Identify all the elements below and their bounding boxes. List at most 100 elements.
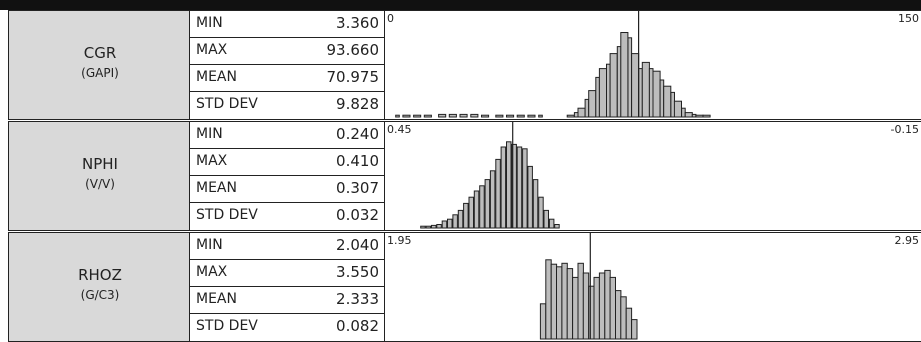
histogram-bar	[447, 218, 453, 229]
stat-label: MIN	[196, 126, 223, 142]
stat-max: MAX 93.660	[190, 38, 385, 65]
histogram-cell: 0 150	[385, 10, 921, 120]
histogram-bar	[484, 179, 491, 229]
stats-cell: MIN 0.240 MAX 0.410 MEAN 0.307 STD DEV 0…	[190, 121, 385, 231]
histogram-bar	[593, 276, 600, 340]
histogram-bar	[438, 113, 447, 118]
histogram-cell: 0.45 -0.15	[385, 121, 921, 231]
histogram-bar	[402, 114, 411, 118]
histogram-bar	[659, 79, 665, 118]
stat-value: 0.307	[336, 179, 379, 197]
histogram-bar	[663, 85, 672, 118]
scale-max-label: 2.95	[894, 234, 920, 247]
stat-label: STD DEV	[196, 96, 258, 112]
histogram-bar	[577, 107, 586, 118]
histogram-bar	[572, 276, 579, 340]
histogram-bar	[595, 76, 600, 118]
histogram-bar	[516, 114, 525, 118]
histogram-bar	[641, 61, 650, 118]
stat-label: MIN	[196, 15, 223, 31]
stat-value: 0.082	[336, 317, 379, 335]
stat-label: MAX	[196, 42, 228, 58]
histogram-bar	[457, 209, 464, 229]
histogram-bar	[431, 224, 437, 229]
histogram-bar	[620, 32, 629, 118]
histogram-bar	[588, 90, 597, 118]
stat-value: 0.032	[336, 206, 379, 224]
histogram-bar	[609, 53, 618, 118]
curve-name-cell: NPHI (V/V)	[8, 121, 190, 231]
curve-name: RHOZ	[78, 266, 122, 284]
stat-value: 2.040	[336, 236, 379, 254]
histogram-bar	[561, 262, 568, 340]
stats-cell: MIN 3.360 MAX 93.660 MEAN 70.975 STD DEV…	[190, 10, 385, 120]
histogram-cell: 1.95 2.95	[385, 232, 921, 342]
histogram-bar	[441, 220, 448, 229]
histogram-bar	[550, 263, 558, 340]
histogram-bar	[631, 319, 638, 340]
stat-min: MIN 3.360	[190, 11, 385, 38]
stat-label: MEAN	[196, 291, 237, 307]
histogram-bar	[452, 214, 458, 229]
histogram-bar	[500, 146, 507, 229]
histogram-plot	[539, 233, 638, 340]
scale-min-label: 1.95	[387, 234, 412, 247]
histogram-bar	[516, 146, 523, 229]
histogram-bar	[606, 63, 611, 118]
stat-max: MAX 3.550	[190, 260, 385, 287]
stat-mean: MEAN 0.307	[190, 176, 385, 203]
stat-mean: MEAN 2.333	[190, 287, 385, 314]
stat-label: STD DEV	[196, 318, 258, 334]
stat-max: MAX 0.410	[190, 149, 385, 176]
curve-unit: (GAPI)	[81, 66, 119, 80]
histogram-bar	[691, 113, 697, 118]
histogram-bar	[673, 100, 682, 118]
histogram-bar	[538, 114, 543, 118]
histogram-bar	[702, 114, 711, 118]
stat-value: 2.333	[336, 290, 379, 308]
histogram-bar	[577, 262, 584, 340]
stat-label: MAX	[196, 153, 228, 169]
histogram-bar	[511, 143, 517, 229]
histogram-plot	[395, 11, 711, 118]
stat-std-dev: STD DEV 0.082	[190, 314, 385, 341]
histogram-plot	[420, 122, 560, 229]
histogram-bar	[479, 185, 485, 229]
scale-min-label: 0	[387, 12, 394, 25]
stat-label: MEAN	[196, 69, 237, 85]
histogram-bar	[522, 148, 528, 229]
stat-min: MIN 2.040	[190, 233, 385, 260]
stat-value: 70.975	[326, 68, 380, 86]
histogram-bar	[566, 268, 574, 340]
histogram-bar	[420, 225, 426, 229]
stat-label: STD DEV	[196, 207, 258, 223]
histogram-bar	[625, 307, 633, 340]
histogram-bar	[463, 202, 469, 229]
stat-value: 0.240	[336, 125, 379, 143]
histogram-bar	[604, 269, 611, 340]
curve-unit: (G/C3)	[80, 288, 120, 302]
histogram-bar	[468, 196, 474, 229]
stat-value: 3.550	[336, 263, 379, 281]
curve-name-cell: CGR (GAPI)	[8, 10, 190, 120]
histogram-bar	[495, 114, 504, 118]
histogram-bar	[481, 114, 490, 118]
curve-row-rhoz: RHOZ (G/C3) MIN 2.040 MAX 3.550 MEAN 2.3…	[8, 232, 921, 342]
curve-name-cell: RHOZ (G/C3)	[8, 232, 190, 342]
curve-row-cgr: CGR (GAPI) MIN 3.360 MAX 93.660 MEAN 70.…	[8, 10, 921, 120]
histogram-bar	[425, 225, 432, 229]
histogram-bar	[609, 276, 617, 340]
stat-label: MEAN	[196, 180, 237, 196]
histogram-bar	[506, 114, 515, 118]
histogram-bar	[470, 113, 479, 118]
scale-max-label: -0.15	[890, 123, 919, 136]
histogram-bar	[556, 266, 563, 340]
stat-mean: MEAN 70.975	[190, 65, 385, 92]
histogram-bar	[695, 114, 704, 118]
histogram-bar	[506, 141, 512, 229]
histogram-bar	[598, 68, 607, 118]
histogram-bar	[527, 165, 533, 229]
scale-max-label: 150	[898, 12, 919, 25]
stats-cell: MIN 2.040 MAX 3.550 MEAN 2.333 STD DEV 0…	[190, 232, 385, 342]
curve-name: CGR	[83, 44, 117, 62]
